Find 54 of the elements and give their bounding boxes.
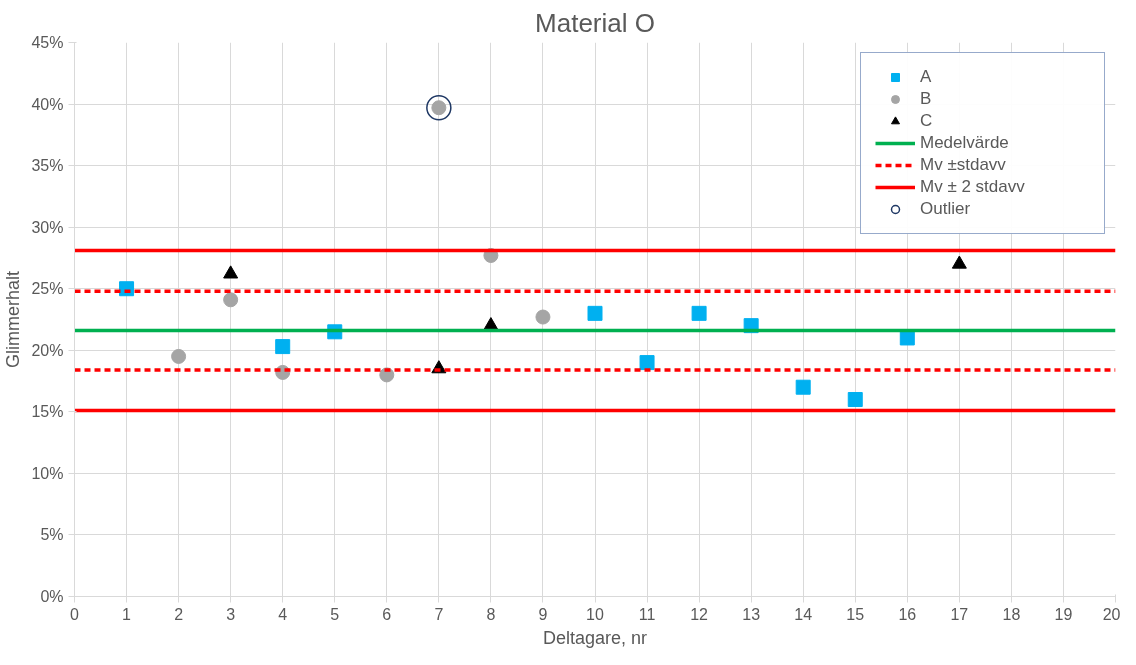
legend-label: A	[920, 67, 933, 87]
point	[275, 339, 291, 355]
x-tick-label: 18	[1002, 605, 1021, 623]
x-tick-label: 12	[690, 605, 709, 623]
x-tick-label: 13	[742, 605, 761, 623]
x-tick-label: 10	[586, 605, 604, 623]
point	[223, 292, 239, 308]
y-tick-label: 45%	[31, 34, 64, 51]
y-tick-label: 30%	[31, 218, 64, 236]
y-axis-title: Glimmerhalt	[3, 270, 24, 369]
legend-label: Mv ±stdavv	[920, 155, 1007, 175]
x-tick-label: 16	[898, 605, 917, 623]
y-tick-label: 35%	[31, 157, 64, 175]
point	[535, 309, 551, 325]
point	[171, 348, 187, 364]
x-tick-label: 2	[174, 605, 184, 623]
point	[223, 265, 239, 279]
point	[691, 305, 707, 321]
y-tick-label: 15%	[31, 403, 64, 421]
x-tick-label: 0	[70, 605, 80, 623]
legend-label: B	[920, 89, 933, 109]
x-tick-label: 15	[846, 605, 865, 623]
point	[847, 392, 863, 408]
x-tick-label: 6	[382, 605, 392, 623]
y-tick-label: 5%	[40, 526, 64, 544]
y-tick-label: 10%	[31, 464, 64, 482]
point	[587, 305, 603, 321]
y-tick-label: 20%	[31, 341, 64, 359]
legend-label: C	[920, 111, 934, 131]
legend-label: Mv ± 2 stdavv	[920, 177, 1026, 197]
legend-label: Medelvärde	[920, 133, 1010, 153]
x-tick-label: 8	[486, 605, 496, 623]
point	[426, 95, 452, 121]
x-tick-label: 20	[1102, 605, 1121, 623]
y-tick-label: 40%	[31, 95, 64, 113]
y-tick-label: 0%	[40, 588, 64, 605]
x-tick-label: 11	[638, 605, 656, 623]
point	[899, 330, 915, 346]
x-tick-label: 3	[226, 605, 236, 623]
chart-title: Material O	[535, 7, 655, 38]
x-tick-label: 9	[538, 605, 548, 623]
point	[795, 379, 811, 395]
x-tick-label: 17	[950, 605, 969, 623]
x-tick-label: 14	[794, 605, 813, 623]
x-tick-label: 7	[434, 605, 444, 623]
y-tick-label: 25%	[31, 280, 64, 298]
point	[639, 355, 655, 371]
x-axis-title: Deltagare, nr	[542, 627, 648, 648]
legend-label: Outlier	[920, 199, 972, 219]
x-tick-label: 1	[122, 605, 132, 623]
x-tick-label: 19	[1054, 605, 1073, 623]
x-tick-label: 5	[330, 605, 340, 623]
point	[951, 255, 967, 269]
x-tick-label: 4	[278, 605, 288, 623]
